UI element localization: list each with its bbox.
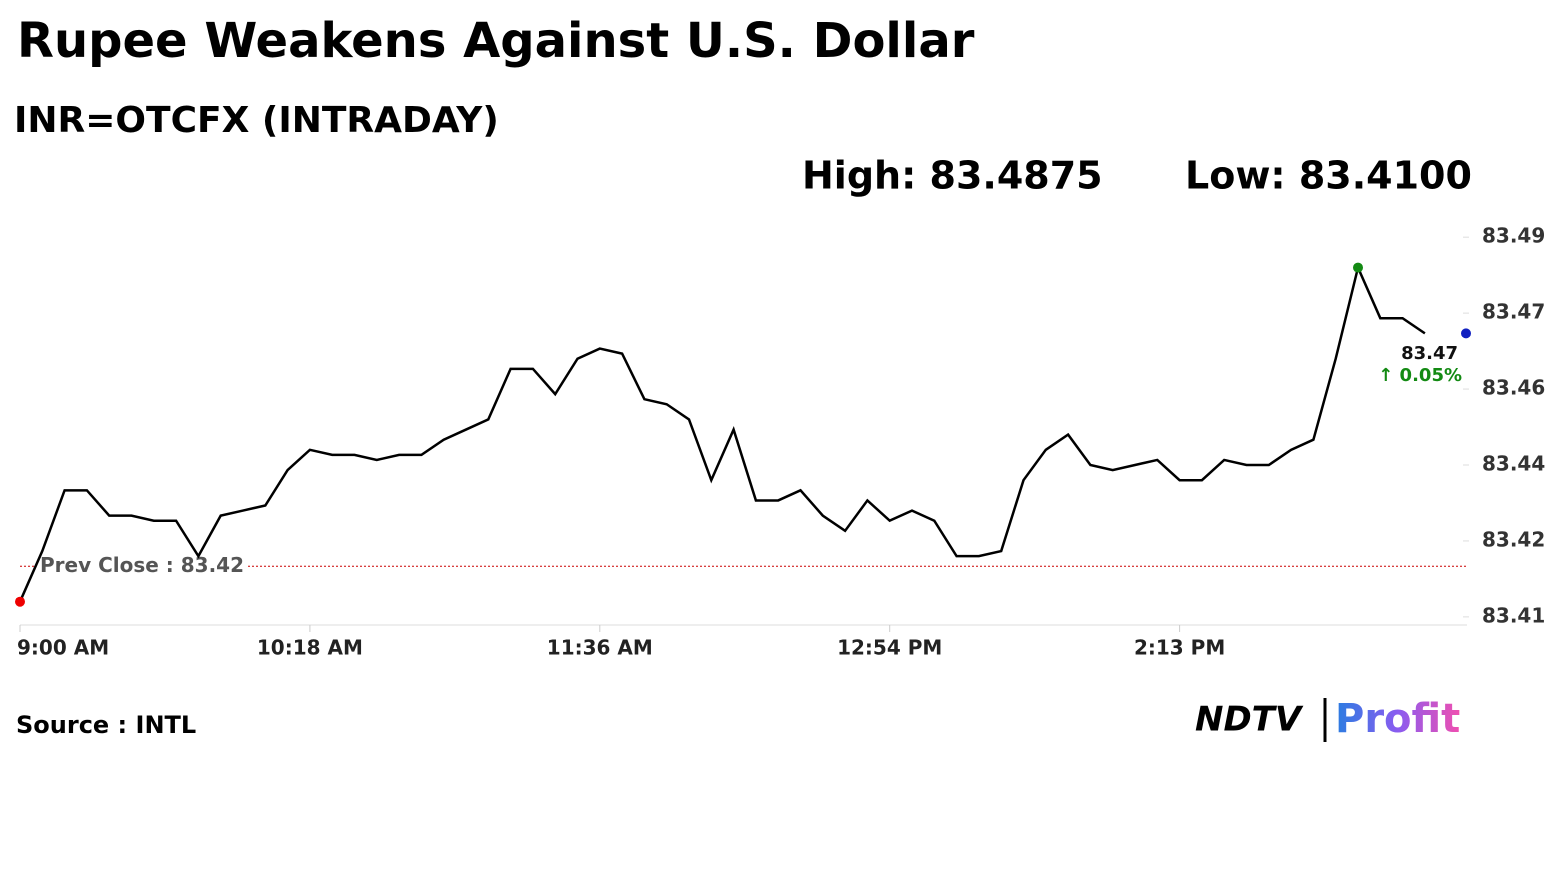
- label-bg: [36, 552, 249, 577]
- start-dot: [15, 596, 25, 607]
- y-tick-label: 83.42: [1482, 527, 1545, 551]
- x-tick-label: 12:54 PM: [837, 636, 942, 660]
- y-tick-label: 83.49: [1482, 224, 1545, 248]
- price-line: [18, 263, 1426, 603]
- x-tick-label: 9:00 AM: [17, 636, 109, 660]
- logo-ndtv: NDTV: [1195, 700, 1304, 740]
- x-tick-label: 2:13 PM: [1134, 636, 1225, 660]
- logo-profit: Profit: [1335, 696, 1460, 742]
- chart-title: Rupee Weakens Against U.S. Dollar: [17, 13, 975, 69]
- high-dot: [1353, 262, 1363, 273]
- last-label: 83.47: [1401, 343, 1458, 364]
- change-label: ↑ 0.05%: [1378, 365, 1462, 386]
- high-label: High: 83.4875: [802, 154, 1103, 198]
- y-tick-label: 83.41: [1482, 603, 1545, 627]
- last-dot: [1461, 328, 1471, 339]
- low-label: Low: 83.4100: [1185, 154, 1472, 198]
- y-tick-label: 83.46: [1482, 376, 1545, 400]
- y-tick-label: 83.47: [1482, 300, 1545, 324]
- x-tick-label: 10:18 AM: [257, 636, 363, 660]
- y-tick-label: 83.44: [1482, 452, 1545, 476]
- chart-subtitle: INR=OTCFX (INTRADAY): [14, 100, 499, 141]
- x-tick-label: 11:36 AM: [547, 636, 653, 660]
- prev-close-label: Prev Close : 83.42: [40, 553, 244, 577]
- source: Source : INTL: [16, 711, 196, 739]
